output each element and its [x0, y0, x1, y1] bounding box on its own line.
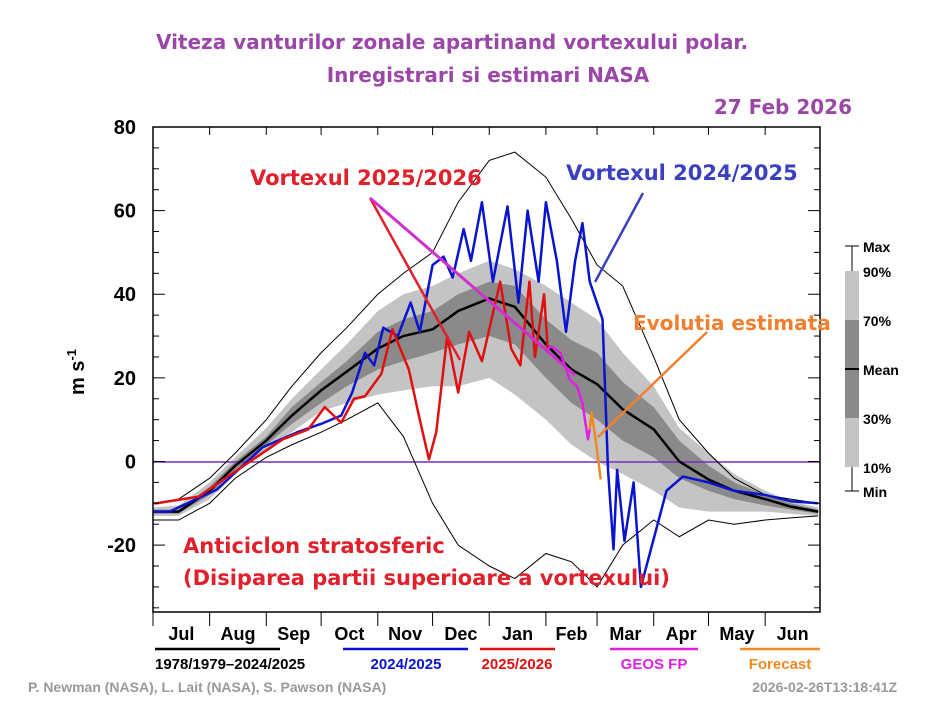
legend-label: GEOS FP	[621, 656, 688, 673]
x-tick-label: Nov	[388, 624, 422, 644]
axes: 80 60 40 20 0 -20 Jul Aug Sep Oct Nov Dec Jan Feb Mar A…	[107, 117, 821, 644]
credits-authors: P. Newman (NASA), L. Lait (NASA), S. Paw…	[28, 679, 386, 695]
band-legend-label: 90%	[863, 264, 892, 280]
x-tick-label: Mar	[609, 624, 641, 644]
x-tick-label: Aug	[220, 624, 255, 644]
band-legend-label: 70%	[863, 313, 892, 329]
band-legend-label: 10%	[863, 460, 892, 476]
y-tick-label: 0	[125, 451, 136, 473]
series-legend: 1978/1979–2024/2025 2024/2025 2025/2026 GEO…	[155, 647, 820, 673]
arrow-forecast	[597, 331, 708, 438]
y-tick-label: 80	[114, 117, 136, 139]
series-line-forecast	[588, 411, 602, 480]
band-legend-label: Max	[863, 239, 890, 255]
annotation-vortex-2024: Vortexul 2024/2025	[566, 161, 798, 185]
arrow-vortex-2025	[368, 197, 462, 361]
x-tick-label: Oct	[334, 624, 364, 644]
x-tick-label: Feb	[555, 624, 587, 644]
max-line	[152, 151, 819, 504]
band-legend-label: 30%	[863, 411, 892, 427]
x-tick-label: Jun	[777, 624, 809, 644]
band-legend: Max 90% 70% Mean 30% 10% Min	[845, 239, 899, 500]
chart-title-line1: Viteza vanturilor zonale apartinand vort…	[156, 30, 748, 54]
series-line-2024-2025	[153, 201, 819, 589]
band-30-70	[153, 281, 819, 514]
series-lines	[152, 151, 819, 589]
band-legend-label: Min	[863, 484, 887, 500]
legend-label: Forecast	[749, 656, 812, 673]
y-axis-label: m s-1	[64, 349, 89, 395]
y-tick-label: 40	[114, 284, 136, 306]
min-line	[153, 402, 819, 588]
annotation-forecast: Evolutia estimata	[633, 311, 831, 335]
x-tick-label: Sep	[277, 624, 310, 644]
band-legend-label: Mean	[863, 362, 899, 378]
mean-line	[153, 297, 819, 513]
x-tick-label: Dec	[444, 624, 477, 644]
credits-timestamp: 2026-02-26T13:18:41Z	[752, 679, 897, 695]
x-tick-label: Jul	[168, 624, 194, 644]
y-tick-label: 60	[114, 201, 136, 223]
x-tick-label: Jan	[502, 624, 533, 644]
chart-title-line2: Inregistrari si estimari NASA	[327, 63, 650, 87]
x-tick-label: May	[719, 624, 754, 644]
arrow-vortex-2025-geos	[369, 196, 576, 377]
y-tick-label: 20	[114, 368, 136, 390]
annotations: Vortexul 2025/2026 Vortexul 2024/2025 Ev…	[183, 161, 831, 590]
series-line-geos-fp	[547, 345, 591, 441]
x-tick-label: Apr	[666, 624, 697, 644]
chart-date-label: 27 Feb 2026	[714, 95, 852, 119]
series-line-2025-2026	[153, 280, 549, 505]
y-tick-label: -20	[107, 535, 136, 557]
annotation-anticyclone-note: (Disiparea partii superioare a vortexulu…	[183, 566, 670, 590]
plot-frame	[152, 126, 821, 613]
legend-label: 2025/2026	[482, 656, 553, 673]
climatology-bands	[153, 260, 819, 516]
arrow-vortex-2024	[593, 192, 645, 283]
legend-label: 1978/1979–2024/2025	[155, 656, 305, 673]
annotation-anticyclone: Anticiclon stratosferic	[183, 534, 445, 558]
legend-label: 2024/2025	[371, 656, 442, 673]
annotation-vortex-2025: Vortexul 2025/2026	[250, 166, 482, 190]
